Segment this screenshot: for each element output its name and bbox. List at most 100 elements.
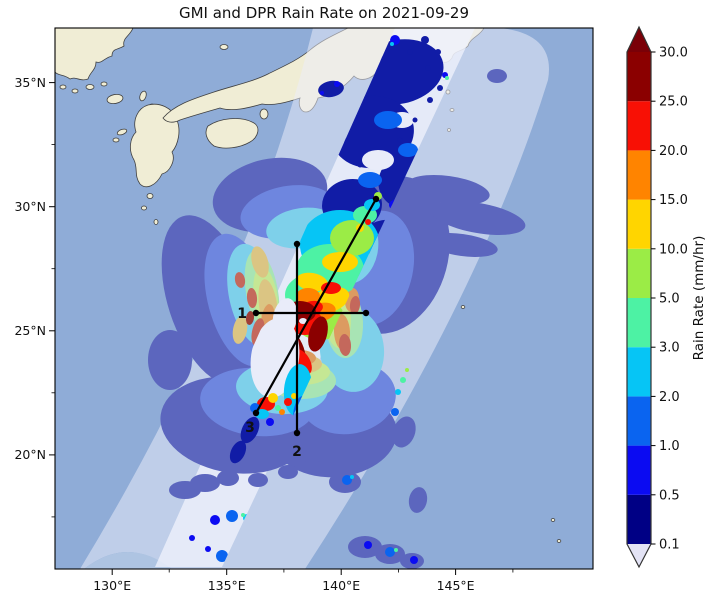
rain-blob xyxy=(320,91,324,95)
colorbar-segment xyxy=(627,248,651,298)
rain-speck xyxy=(226,510,238,522)
rain-blob xyxy=(296,272,328,292)
rain-blob xyxy=(334,81,340,87)
rain-speck xyxy=(205,546,211,552)
island-goto xyxy=(116,128,128,136)
rain-speckles-edge xyxy=(342,368,418,564)
rain-speck xyxy=(400,377,406,383)
rain-speck xyxy=(275,405,281,411)
rain-blob xyxy=(217,470,239,486)
rain-speck xyxy=(391,408,399,416)
rain-gap xyxy=(272,298,298,338)
rain-blob xyxy=(408,487,428,513)
rain-speck xyxy=(435,49,441,55)
rain-blob xyxy=(330,220,374,256)
colorbar-segment xyxy=(627,347,651,397)
island-awaji xyxy=(259,108,269,120)
rain-blob xyxy=(349,296,361,314)
colorbar-segment xyxy=(627,52,651,102)
transect-3-label: 3 xyxy=(245,420,255,436)
rain-blob xyxy=(234,272,246,288)
rain-speck xyxy=(189,535,195,541)
transect-endpoint xyxy=(293,240,301,248)
rain-blob xyxy=(251,246,269,278)
rain-speck xyxy=(268,393,278,403)
island xyxy=(460,305,466,309)
x-tick-label: 145°E xyxy=(437,578,475,593)
rain-blob xyxy=(248,473,268,487)
rain-blob xyxy=(487,69,507,83)
island xyxy=(85,84,95,90)
rain-blob xyxy=(430,201,526,235)
rain-speck xyxy=(425,65,431,71)
colorbar-under-arrow xyxy=(627,544,651,567)
rain-blob xyxy=(278,465,298,479)
rain-blob xyxy=(232,316,248,344)
swath-scan-arc xyxy=(84,552,172,569)
rain-speck xyxy=(437,85,443,91)
colorbar-tick-label: 5.0 xyxy=(659,292,680,307)
colorbar-axis-label: Rain Rate (mm/hr) xyxy=(691,236,707,361)
rain-speck xyxy=(216,550,228,562)
rain-eyewall xyxy=(308,316,328,352)
y-tick-label: 25°N xyxy=(14,323,46,338)
colorbar-ticks: 30.0 25.0 20.0 15.0 10.0 5.0 3.0 2.0 1.0… xyxy=(651,46,688,553)
rain-speck xyxy=(412,117,418,123)
transect-endpoint xyxy=(252,409,260,417)
rain-speck xyxy=(394,548,398,552)
transect-3-line xyxy=(255,198,377,414)
rain-blob xyxy=(190,474,220,492)
island-ogasawara xyxy=(556,539,562,543)
colorbar-tick-label: 1.0 xyxy=(659,439,680,454)
axes-frame xyxy=(54,27,594,570)
rain-speck xyxy=(284,398,292,406)
rain-speck xyxy=(210,515,220,525)
island xyxy=(153,219,159,225)
island xyxy=(59,84,67,90)
transect-line-3: 3 xyxy=(245,195,380,436)
rain-speck xyxy=(266,418,274,426)
island xyxy=(146,193,154,199)
y-tick-label: 20°N xyxy=(14,447,46,462)
rain-speck xyxy=(390,42,394,46)
colorbar-tick-label: 2.0 xyxy=(659,390,680,405)
rain-blob xyxy=(398,143,418,157)
island-tsushima xyxy=(139,90,147,102)
typhoon-eye xyxy=(299,318,307,324)
rain-speck xyxy=(241,513,245,517)
rain-speck xyxy=(385,547,395,557)
colorbar-tick-label: 3.0 xyxy=(659,341,680,356)
transect-endpoint xyxy=(372,195,380,203)
island xyxy=(71,88,79,94)
colorbar-over-arrow xyxy=(627,27,651,52)
island-oki xyxy=(219,44,229,50)
rain-blob xyxy=(374,111,402,129)
colorbar-tick-label: 20.0 xyxy=(659,144,688,159)
transect-1-label: 1 xyxy=(237,306,247,322)
rain-blob xyxy=(426,233,498,257)
colorbar-segment xyxy=(627,396,651,446)
rain-blob xyxy=(321,282,341,294)
rain-speck xyxy=(350,475,354,479)
rain-blob xyxy=(229,440,247,464)
colorbar-tick-label: 0.1 xyxy=(659,538,680,553)
rain-speck xyxy=(357,162,363,168)
x-tick-label: 130°E xyxy=(93,578,131,593)
colorbar-tick-label: 0.5 xyxy=(659,488,680,503)
x-tick-label: 140°E xyxy=(322,578,360,593)
transect-endpoint xyxy=(252,309,260,317)
colorbar-segment xyxy=(627,199,651,249)
rain-speck xyxy=(342,475,352,485)
colorbar-segment xyxy=(627,101,651,151)
colorbar-segment xyxy=(627,445,651,495)
rain-blob xyxy=(406,174,490,206)
colorbar: 30.0 25.0 20.0 15.0 10.0 5.0 3.0 2.0 1.0… xyxy=(626,25,707,569)
y-tick-label: 30°N xyxy=(14,199,46,214)
rain-blob xyxy=(301,460,323,474)
y-tick-label: 35°N xyxy=(14,75,46,90)
rain-speck xyxy=(405,368,409,372)
rain-speck xyxy=(397,137,403,143)
rain-speck xyxy=(365,219,371,225)
land-korea xyxy=(55,28,134,81)
